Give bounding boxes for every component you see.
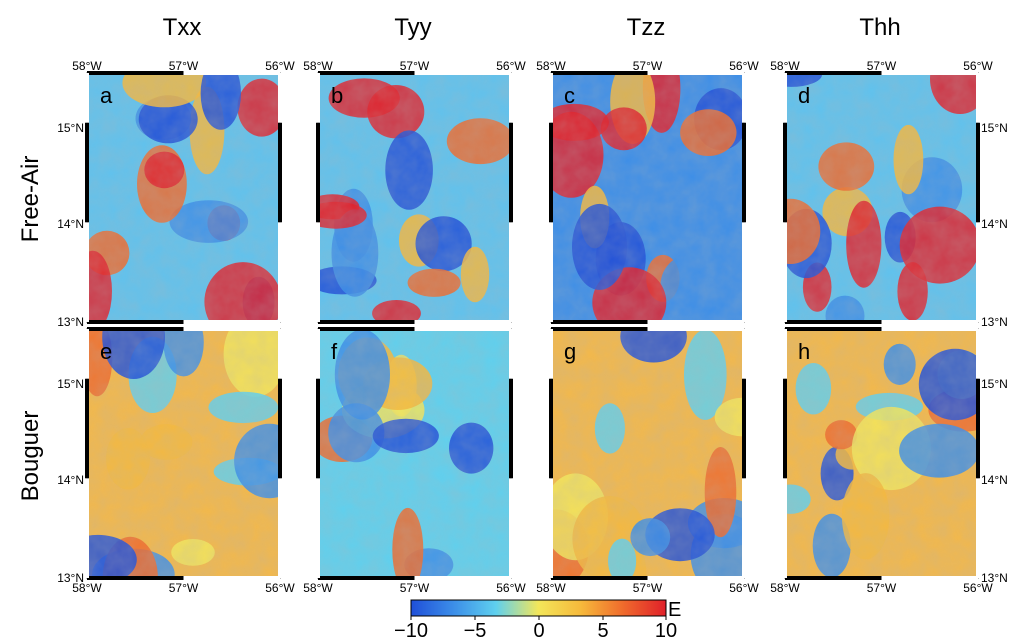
- hillshade-texture: [785, 73, 978, 322]
- lon-tick-label: 56°W: [729, 59, 759, 73]
- lon-tick-label: 56°W: [265, 581, 295, 595]
- lon-tick-label: 58°W: [72, 581, 102, 595]
- hillshade-texture: [318, 73, 511, 322]
- map-panel-d: d 58°W 57°W 56°W 15°N 14°N 13°N: [770, 59, 1008, 329]
- row-title-free-air: Free-Air: [17, 156, 44, 243]
- column-title-txx: Txx: [163, 14, 202, 41]
- map-panels: a 58°W 57°W 56°W 15°N 14°N 13°N b 58°W 57°W 56°W c 5…: [57, 59, 1008, 595]
- colorbar-tick-5: 5: [597, 620, 608, 640]
- lon-tick-label: 58°W: [72, 59, 102, 73]
- lat-tick-label: 14°N: [57, 217, 84, 231]
- lon-tick-label: 58°W: [770, 59, 800, 73]
- colorbar-tick-0: 0: [533, 620, 544, 640]
- map-panel-f: f 58°W 57°W 56°W: [303, 327, 526, 595]
- panel-letter-a: a: [100, 83, 113, 108]
- lon-tick-label: 58°W: [770, 581, 800, 595]
- lon-tick-label: 56°W: [265, 59, 295, 73]
- panel-letter-c: c: [564, 83, 575, 108]
- hillshade-texture: [87, 329, 280, 578]
- column-title-thh: Thh: [859, 14, 900, 41]
- lon-tick-label: 58°W: [536, 581, 566, 595]
- hillshade-texture: [87, 73, 280, 322]
- map-panel-e: e 58°W 57°W 56°W 15°N 14°N 13°N: [57, 327, 295, 595]
- column-title-tyy: Tyy: [394, 14, 431, 41]
- hillshade-texture: [318, 329, 511, 578]
- lat-tick-label: 15°N: [57, 121, 84, 135]
- lat-tick-label: 15°N: [981, 377, 1008, 391]
- panel-letter-e: e: [100, 339, 112, 364]
- colorbar-tick-minus10: −10: [394, 620, 428, 640]
- lat-tick-label: 13°N: [981, 571, 1008, 585]
- lon-tick-label: 57°W: [400, 581, 430, 595]
- map-panel-g: g 58°W 57°W 56°W: [536, 327, 759, 595]
- map-panel-h: h 58°W 57°W 56°W 15°N 14°N 13°N: [770, 327, 1008, 595]
- map-panel-a: a 58°W 57°W 56°W 15°N 14°N 13°N: [57, 59, 295, 329]
- map-panel-c: c 58°W 57°W 56°W: [536, 59, 759, 324]
- lon-tick-label: 58°W: [303, 581, 333, 595]
- lon-tick-label: 56°W: [496, 581, 526, 595]
- lat-tick-label: 14°N: [981, 473, 1008, 487]
- hillshade-texture: [785, 329, 978, 578]
- lon-tick-label: 57°W: [633, 581, 663, 595]
- lat-tick-label: 15°N: [57, 377, 84, 391]
- lat-tick-label: 14°N: [981, 217, 1008, 231]
- lon-tick-label: 57°W: [400, 59, 430, 73]
- hillshade-texture: [551, 329, 744, 578]
- column-title-tzz: Tzz: [627, 14, 666, 41]
- lon-tick-label: 58°W: [303, 59, 333, 73]
- lon-tick-label: 56°W: [963, 59, 993, 73]
- panel-letter-f: f: [331, 339, 338, 364]
- lon-tick-label: 57°W: [633, 59, 663, 73]
- colorbar-unit: E: [668, 599, 681, 621]
- lat-tick-label: 13°N: [981, 315, 1008, 329]
- panel-letter-d: d: [798, 83, 810, 108]
- lat-tick-label: 15°N: [981, 121, 1008, 135]
- lon-tick-label: 57°W: [169, 581, 199, 595]
- lon-tick-label: 58°W: [536, 59, 566, 73]
- lat-tick-label: 13°N: [57, 315, 84, 329]
- colorbar-scale: [410, 599, 667, 617]
- colorbar-tick-minus5: −5: [464, 620, 487, 640]
- row-title-bouguer: Bouguer: [17, 411, 44, 502]
- lon-tick-label: 57°W: [169, 59, 199, 73]
- map-panel-b: b 58°W 57°W 56°W: [303, 59, 526, 324]
- lon-tick-label: 57°W: [867, 59, 897, 73]
- lat-tick-label: 14°N: [57, 473, 84, 487]
- lat-tick-label: 13°N: [57, 571, 84, 585]
- colorbar: [410, 599, 667, 620]
- lon-tick-label: 56°W: [963, 581, 993, 595]
- colorbar-tick-10: 10: [655, 620, 677, 640]
- panel-letter-g: g: [564, 339, 576, 364]
- lon-tick-label: 56°W: [496, 59, 526, 73]
- hillshade-texture: [551, 73, 744, 322]
- panel-letter-h: h: [798, 339, 810, 364]
- panel-letter-b: b: [331, 83, 343, 108]
- lon-tick-label: 57°W: [867, 581, 897, 595]
- lon-tick-label: 56°W: [729, 581, 759, 595]
